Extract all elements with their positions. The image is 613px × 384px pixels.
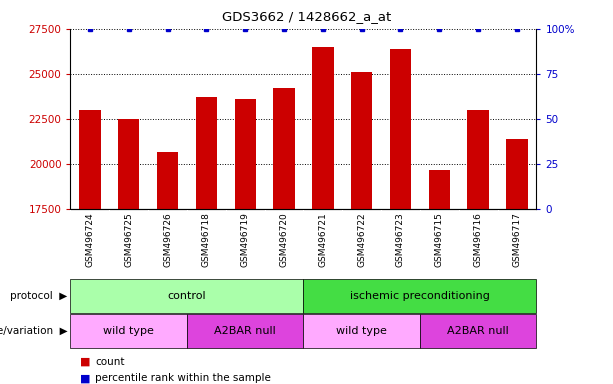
Text: count: count bbox=[95, 357, 124, 367]
Bar bbox=[70, 279, 303, 313]
Text: GSM496720: GSM496720 bbox=[280, 212, 289, 267]
Bar bbox=[303, 279, 536, 313]
Text: A2BAR null: A2BAR null bbox=[447, 326, 509, 336]
Text: control: control bbox=[167, 291, 207, 301]
Text: wild type: wild type bbox=[337, 326, 387, 336]
Bar bbox=[303, 314, 420, 348]
Text: protocol  ▶: protocol ▶ bbox=[10, 291, 67, 301]
Bar bbox=[196, 98, 217, 209]
Bar bbox=[273, 88, 295, 209]
Text: ischemic preconditioning: ischemic preconditioning bbox=[350, 291, 490, 301]
Text: GSM496721: GSM496721 bbox=[318, 212, 327, 267]
Text: GSM496719: GSM496719 bbox=[241, 212, 249, 267]
Text: GSM496718: GSM496718 bbox=[202, 212, 211, 267]
Text: GDS3662 / 1428662_a_at: GDS3662 / 1428662_a_at bbox=[222, 10, 391, 23]
Bar bbox=[351, 72, 372, 209]
Text: ■: ■ bbox=[80, 373, 90, 383]
Text: GSM496716: GSM496716 bbox=[474, 212, 482, 267]
Text: GSM496725: GSM496725 bbox=[124, 212, 133, 267]
Bar bbox=[506, 139, 528, 209]
Bar bbox=[70, 314, 187, 348]
Text: genotype/variation  ▶: genotype/variation ▶ bbox=[0, 326, 67, 336]
Bar bbox=[390, 49, 411, 209]
Text: GSM496724: GSM496724 bbox=[85, 212, 94, 267]
Bar bbox=[79, 110, 101, 209]
Bar bbox=[235, 99, 256, 209]
Bar bbox=[312, 47, 333, 209]
Bar bbox=[468, 110, 489, 209]
Text: A2BAR null: A2BAR null bbox=[215, 326, 276, 336]
Text: GSM496722: GSM496722 bbox=[357, 212, 366, 267]
Text: GSM496715: GSM496715 bbox=[435, 212, 444, 267]
Bar bbox=[428, 170, 450, 209]
Text: GSM496726: GSM496726 bbox=[163, 212, 172, 267]
Bar bbox=[187, 314, 303, 348]
Text: GSM496723: GSM496723 bbox=[396, 212, 405, 267]
Text: ■: ■ bbox=[80, 357, 90, 367]
Text: wild type: wild type bbox=[104, 326, 154, 336]
Bar bbox=[420, 314, 536, 348]
Text: GSM496717: GSM496717 bbox=[512, 212, 522, 267]
Bar bbox=[118, 119, 139, 209]
Text: percentile rank within the sample: percentile rank within the sample bbox=[95, 373, 271, 383]
Bar bbox=[157, 152, 178, 209]
